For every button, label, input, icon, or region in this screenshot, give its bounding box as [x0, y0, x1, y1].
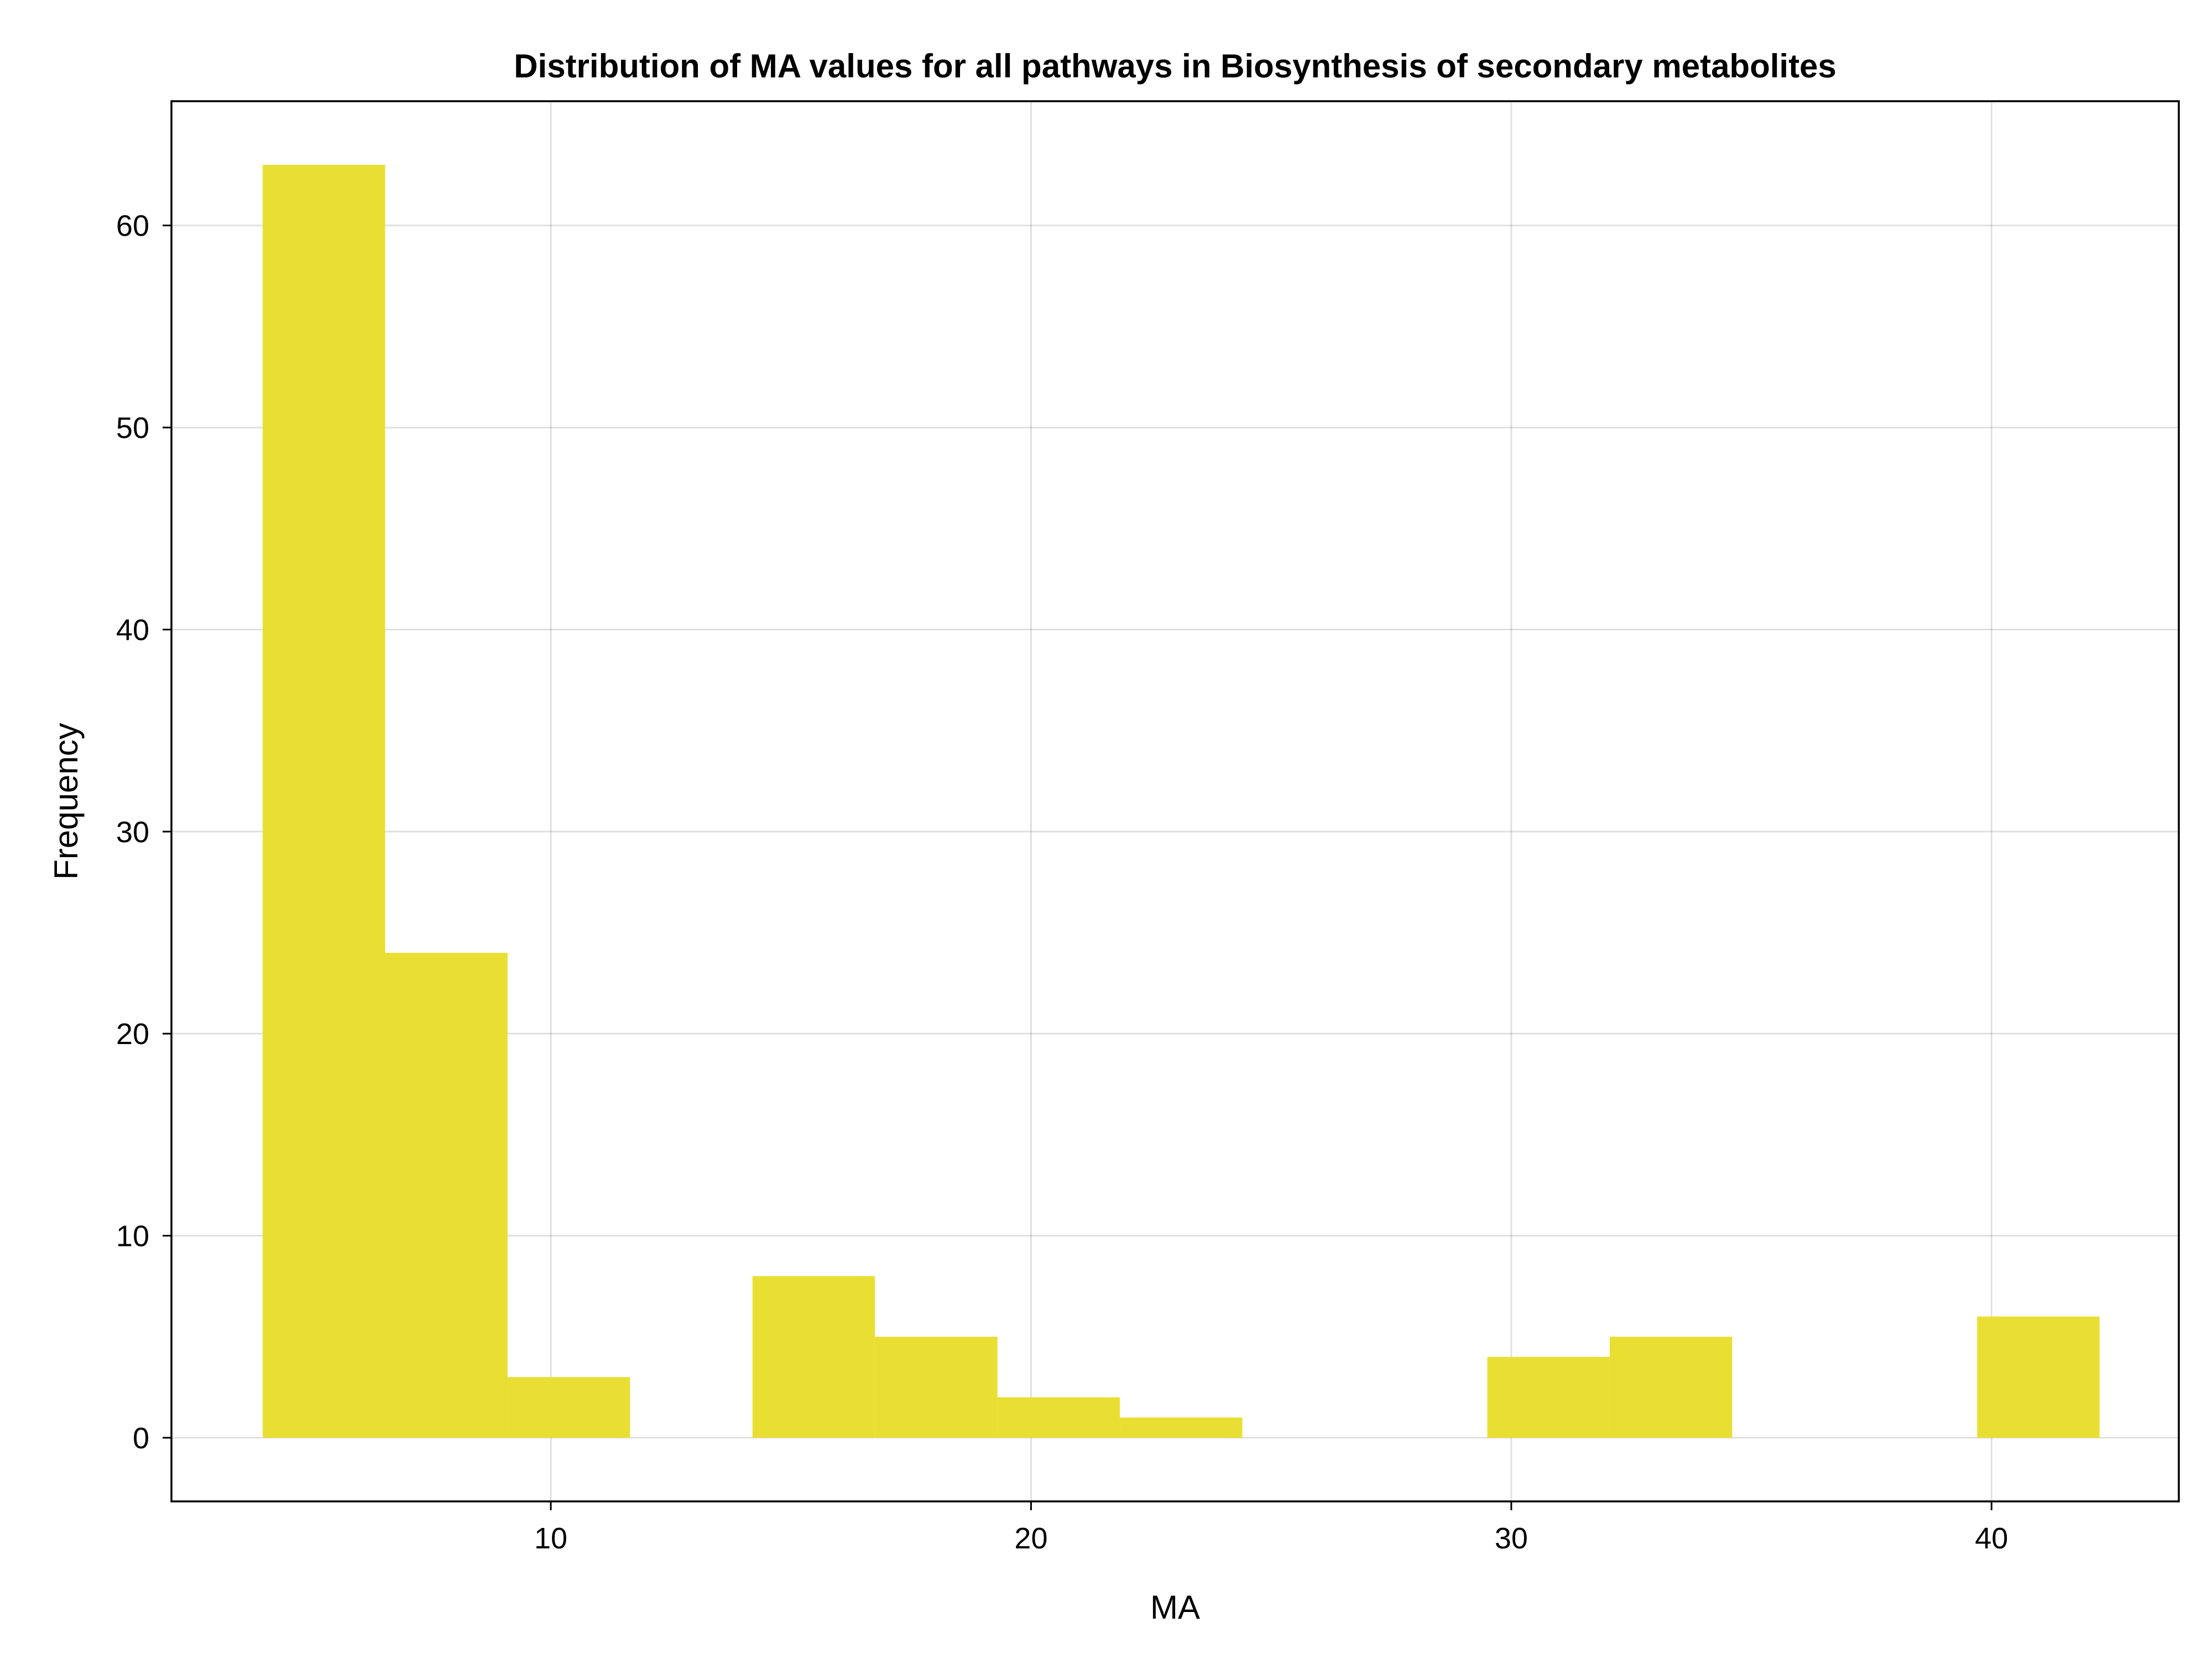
x-tick-label: 10 — [534, 1522, 567, 1555]
x-tick-label: 30 — [1495, 1522, 1528, 1555]
y-tick-label: 50 — [116, 411, 149, 445]
histogram-bar — [997, 1397, 1120, 1438]
y-tick-label: 10 — [116, 1220, 149, 1253]
y-tick-label: 30 — [116, 816, 149, 849]
histogram-bar — [1120, 1417, 1243, 1438]
histogram-bar — [875, 1337, 998, 1438]
x-tick-label: 20 — [1014, 1522, 1047, 1555]
histogram-bar — [1487, 1357, 1610, 1438]
histogram-bars — [263, 165, 2100, 1438]
histogram-bar — [263, 165, 385, 1438]
chart-title: Distribution of MA values for all pathwa… — [514, 48, 1837, 85]
y-tick-label: 20 — [116, 1018, 149, 1051]
histogram-bar — [1977, 1316, 2100, 1438]
y-tick-label: 40 — [116, 613, 149, 646]
histogram-bar — [1609, 1337, 1733, 1438]
histogram-bar — [507, 1377, 630, 1438]
y-tick-label: 60 — [116, 210, 149, 243]
x-axis-label: MA — [1150, 1589, 1200, 1626]
y-axis-label: Frequency — [48, 723, 85, 879]
histogram-bar — [752, 1276, 875, 1438]
tick-labels: 10 20 30 40 0 10 20 30 40 50 60 — [116, 210, 2008, 1555]
grid-lines — [171, 101, 2179, 1501]
plot-frame — [170, 100, 2180, 1503]
y-tick-label: 0 — [133, 1422, 149, 1455]
axis-ticks — [163, 225, 1992, 1510]
histogram-bar — [385, 953, 508, 1438]
x-tick-label: 40 — [1975, 1522, 2008, 1555]
